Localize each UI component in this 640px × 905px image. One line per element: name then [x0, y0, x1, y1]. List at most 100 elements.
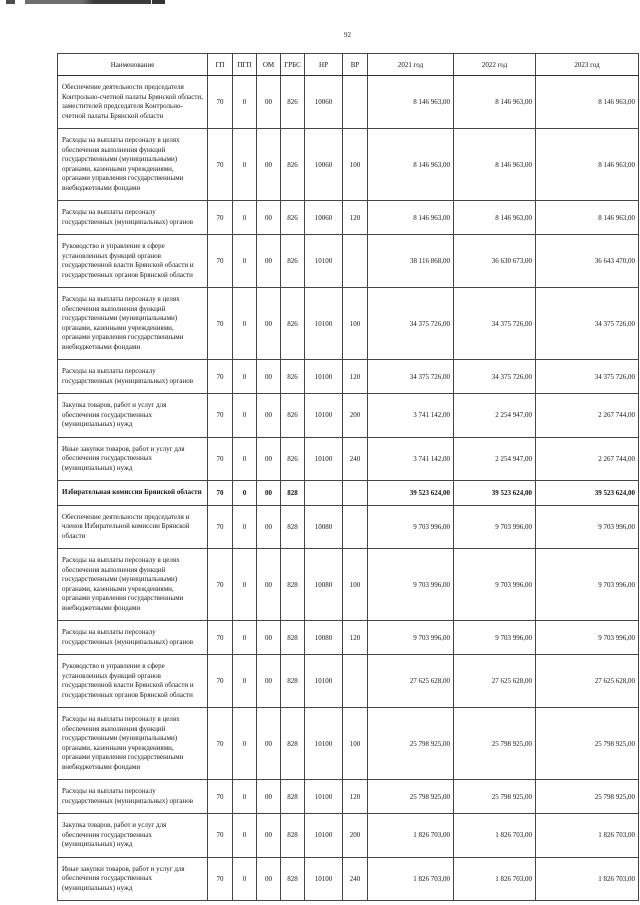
cell-y2022: 1 826 703,00 [453, 813, 536, 858]
column-header-2021: 2021 год [367, 53, 454, 76]
cell-nr: 10100 [304, 707, 343, 780]
cell-nr: 10100 [304, 436, 343, 481]
cell-grbs: 828 [280, 504, 305, 549]
cell-nr: 10080 [304, 620, 343, 655]
table-row: Иные закупки товаров, работ и услуг для … [57, 856, 639, 901]
cell-gp: 70 [207, 287, 233, 360]
cell-gp: 70 [207, 779, 233, 814]
cell-nr: 10060 [304, 128, 343, 201]
cell-name: Расходы на выплаты персоналу в целях обе… [57, 128, 208, 201]
cell-pgp: 0 [232, 128, 257, 201]
cell-pgp: 0 [232, 200, 257, 235]
cell-grbs: 826 [280, 200, 305, 235]
cell-vr: 120 [342, 779, 368, 814]
cell-y2021: 34 375 726,00 [367, 287, 454, 360]
cell-nr [304, 480, 343, 506]
cell-gp: 70 [207, 480, 233, 506]
cell-name: Руководство и управление в сфере установ… [57, 234, 208, 288]
cell-gp: 70 [207, 504, 233, 549]
cell-name: Расходы на выплаты персоналу государстве… [57, 620, 208, 655]
cell-om: 00 [256, 480, 281, 506]
cell-name: Обеспечение деятельности председателя и … [57, 504, 208, 549]
cell-y2023: 8 146 963,00 [535, 75, 639, 129]
cell-y2022: 8 146 963,00 [453, 200, 536, 235]
cell-y2022: 9 703 996,00 [453, 620, 536, 655]
header-row: Наименование ГП ПГП ОМ ГРБС НР ВР 2021 г… [57, 53, 639, 76]
cell-y2022: 25 798 925,00 [453, 779, 536, 814]
table-row: Закупка товаров, работ и услуг для обесп… [57, 813, 639, 858]
cell-pgp: 0 [232, 856, 257, 901]
table-row: Руководство и управление в сфере установ… [57, 234, 639, 288]
table-row: Избирательная комиссия Брянской области 7… [57, 480, 639, 506]
cell-om: 00 [256, 548, 281, 621]
cell-y2021: 34 375 726,00 [367, 359, 454, 394]
cell-om: 00 [256, 779, 281, 814]
scan-artifact [6, 0, 15, 4]
cell-name: Расходы на выплаты персоналу государстве… [57, 200, 208, 235]
cell-om: 00 [256, 856, 281, 901]
cell-name: Расходы на выплаты персоналу в целях обе… [57, 707, 208, 780]
cell-grbs: 828 [280, 654, 305, 708]
cell-gp: 70 [207, 654, 233, 708]
cell-om: 00 [256, 393, 281, 438]
cell-pgp: 0 [232, 359, 257, 394]
cell-nr: 10080 [304, 504, 343, 549]
cell-pgp: 0 [232, 654, 257, 708]
cell-vr: 200 [342, 813, 368, 858]
cell-y2023: 2 267 744,00 [535, 436, 639, 481]
cell-y2022: 9 703 996,00 [453, 548, 536, 621]
cell-y2021: 1 826 703,00 [367, 856, 454, 901]
cell-y2023: 1 826 703,00 [535, 813, 639, 858]
scan-artifact [152, 0, 165, 4]
cell-y2021: 38 116 868,00 [367, 234, 454, 288]
cell-name: Расходы на выплаты персоналу государстве… [57, 779, 208, 814]
cell-om: 00 [256, 287, 281, 360]
cell-name: Иные закупки товаров, работ и услуг для … [57, 856, 208, 901]
cell-name: Закупка товаров, работ и услуг для обесп… [57, 393, 208, 438]
cell-y2021: 27 625 628,00 [367, 654, 454, 708]
cell-vr: 120 [342, 620, 368, 655]
cell-gp: 70 [207, 75, 233, 129]
table-header: Наименование ГП ПГП ОМ ГРБС НР ВР 2021 г… [57, 53, 639, 76]
cell-y2022: 34 375 726,00 [453, 359, 536, 394]
cell-vr: 120 [342, 200, 368, 235]
table-row: Обеспечение деятельности председателя Ко… [57, 75, 639, 129]
cell-grbs: 826 [280, 393, 305, 438]
cell-pgp: 0 [232, 436, 257, 481]
cell-grbs: 828 [280, 707, 305, 780]
cell-nr: 10100 [304, 779, 343, 814]
cell-om: 00 [256, 200, 281, 235]
cell-gp: 70 [207, 200, 233, 235]
cell-vr: 240 [342, 856, 368, 901]
table-row: Расходы на выплаты персоналу государстве… [57, 359, 639, 394]
cell-y2023: 36 643 470,00 [535, 234, 639, 288]
table-row: Расходы на выплаты персоналу в целях обе… [57, 287, 639, 360]
cell-pgp: 0 [232, 287, 257, 360]
cell-y2023: 34 375 726,00 [535, 359, 639, 394]
cell-pgp: 0 [232, 393, 257, 438]
cell-vr: 100 [342, 287, 368, 360]
cell-name: Расходы на выплаты персоналу в целях обе… [57, 287, 208, 360]
cell-y2021: 9 703 996,00 [367, 504, 454, 549]
cell-gp: 70 [207, 393, 233, 438]
cell-vr [342, 504, 368, 549]
cell-om: 00 [256, 620, 281, 655]
cell-y2022: 2 254 947,00 [453, 436, 536, 481]
scan-artifact [25, 0, 151, 4]
cell-y2023: 2 267 744,00 [535, 393, 639, 438]
cell-vr: 120 [342, 359, 368, 394]
table-row: Иные закупки товаров, работ и услуг для … [57, 436, 639, 481]
column-header-om: ОМ [256, 53, 281, 76]
cell-y2023: 8 146 963,00 [535, 200, 639, 235]
cell-y2021: 3 741 142,00 [367, 393, 454, 438]
page-number: 92 [344, 31, 351, 39]
cell-grbs: 826 [280, 128, 305, 201]
cell-y2022: 25 798 925,00 [453, 707, 536, 780]
cell-gp: 70 [207, 359, 233, 394]
cell-y2022: 39 523 624,00 [453, 480, 536, 506]
cell-om: 00 [256, 234, 281, 288]
column-header-gp: ГП [207, 53, 233, 76]
cell-vr [342, 234, 368, 288]
table-row: Расходы на выплаты персоналу государстве… [57, 200, 639, 235]
